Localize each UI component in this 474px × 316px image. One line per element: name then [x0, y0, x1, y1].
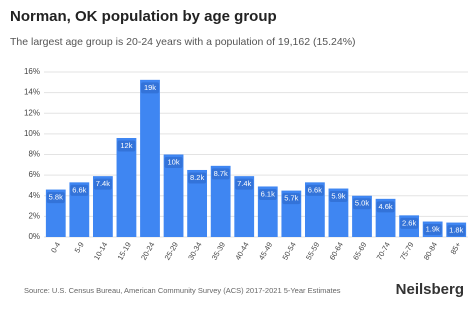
data-label: 5.7k: [284, 194, 298, 203]
bar: [187, 169, 208, 237]
data-label: 5.0k: [355, 199, 369, 208]
data-label-bg: [117, 140, 136, 152]
data-label-bg: [70, 184, 89, 196]
data-label: 6.6k: [72, 185, 86, 194]
y-tick-label: 14%: [24, 88, 40, 97]
data-label-bg: [423, 224, 442, 236]
bar: [234, 176, 255, 237]
data-label-bg: [188, 172, 207, 184]
data-label: 7.4k: [96, 179, 110, 188]
data-label-bg: [93, 178, 112, 190]
data-label-bg: [400, 217, 419, 229]
x-tick-label: 10-14: [92, 240, 109, 261]
y-tick-label: 12%: [24, 108, 40, 117]
data-label: 19k: [144, 83, 156, 92]
data-label: 6.6k: [308, 185, 322, 194]
data-label: 5.8k: [49, 193, 63, 202]
brand: Neilsberg: [396, 281, 464, 298]
bar: [210, 165, 231, 237]
data-label-bg: [353, 198, 371, 210]
x-tick-label: 80-84: [422, 240, 439, 261]
bar: [69, 182, 90, 237]
x-tick-label: 55-59: [304, 240, 321, 261]
data-label: 6.1k: [261, 189, 275, 198]
data-label-bg: [46, 192, 65, 204]
data-label: 5.9k: [331, 192, 345, 201]
data-label: 8.2k: [190, 173, 204, 182]
data-label-bg: [235, 178, 254, 190]
data-label-bg: [258, 188, 277, 200]
bar: [140, 79, 160, 238]
x-tick-label: 5-9: [73, 240, 86, 254]
data-label: 2.6k: [402, 218, 416, 227]
bar: [116, 138, 137, 237]
y-tick-label: 2%: [28, 211, 40, 220]
x-tick-label: 70-74: [375, 240, 392, 261]
data-label: 10k: [168, 157, 180, 166]
x-tick-label: 30-34: [186, 240, 203, 261]
data-label-bg: [141, 82, 159, 94]
y-tick-label: 4%: [28, 191, 40, 200]
data-label-bg: [329, 191, 348, 203]
x-tick-label: 25-29: [163, 240, 180, 261]
data-label-bg: [447, 225, 466, 237]
data-label: 7.4k: [237, 179, 251, 188]
data-label-bg: [164, 157, 183, 168]
x-tick-label: 45-49: [257, 240, 274, 261]
x-tick-label: 50-54: [280, 240, 297, 261]
x-tick-label: 15-19: [116, 240, 133, 261]
x-tick-label: 40-44: [233, 240, 250, 261]
source-note: Source: U.S. Census Bureau, American Com…: [24, 286, 341, 295]
data-label: 4.6k: [378, 202, 392, 211]
chart-subtitle: The largest age group is 20-24 years wit…: [10, 36, 356, 48]
x-tick-label: 75-79: [398, 240, 415, 261]
data-label: 1.9k: [426, 225, 440, 234]
data-label-bg: [376, 201, 395, 213]
data-label: 1.8k: [449, 226, 463, 235]
data-label-bg: [282, 193, 301, 205]
data-label: 8.7k: [214, 169, 228, 178]
y-tick-label: 6%: [28, 170, 40, 179]
y-tick-label: 0%: [28, 232, 40, 241]
x-tick-label: 60-64: [328, 240, 345, 261]
x-tick-label: 65-69: [351, 240, 368, 261]
y-tick-label: 8%: [28, 150, 40, 159]
x-tick-label: 35-39: [210, 240, 227, 261]
data-label-bg: [211, 168, 230, 180]
x-tick-label: 0-4: [49, 240, 62, 254]
data-label: 12k: [120, 141, 132, 150]
chart-title: Norman, OK population by age group: [10, 8, 277, 25]
x-tick-label: 20-24: [139, 240, 156, 261]
bar: [92, 176, 113, 237]
bar: [163, 154, 184, 237]
y-tick-label: 16%: [24, 67, 40, 76]
y-tick-label: 10%: [24, 129, 40, 138]
x-tick-label: 85+: [449, 240, 463, 256]
data-label-bg: [305, 184, 324, 196]
bar: [304, 182, 325, 237]
